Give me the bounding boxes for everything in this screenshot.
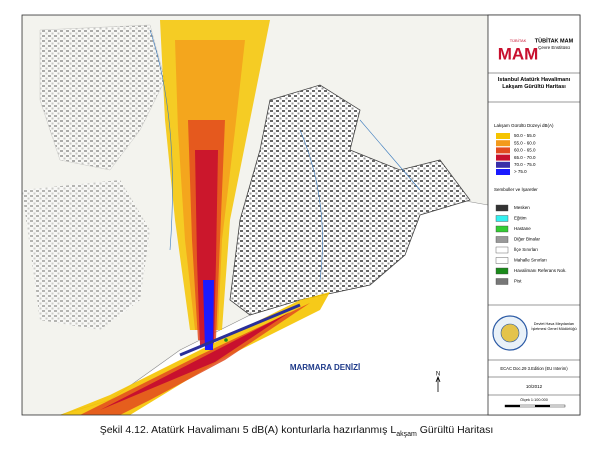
- symbol-swatch: [495, 215, 509, 222]
- map-figure: MARMARA DENİZİ N MAM TÜBİTAK TÜBİTAK MAM…: [21, 14, 581, 416]
- scale-bar: [535, 405, 550, 407]
- symbol-label: Mahalle Sınırları: [514, 258, 547, 263]
- noise-label: > 75.0: [514, 169, 527, 174]
- noise-label: 65.0 - 70.0: [514, 155, 536, 160]
- institute: Çevre Enstitüsü: [538, 45, 570, 50]
- symbol-swatch: [495, 278, 509, 285]
- symbol-swatch: [495, 225, 509, 233]
- map-title: İstanbul Atatürk Havalimanı Lakşam Gürül…: [497, 77, 571, 91]
- date: 10/2012: [526, 384, 543, 389]
- sea-label: MARMARA DENİZİ: [290, 363, 360, 372]
- caption-subscript: akşam: [396, 431, 417, 439]
- noise-label: 60.0 - 65.0: [514, 148, 536, 153]
- noise-label: 55.0 - 60.0: [514, 140, 536, 145]
- noise-legend-title: Lakşam Gürültü Düzeyi dB(A): [494, 123, 554, 128]
- symbol-label: Eğitim: [514, 216, 527, 221]
- side-panel: MAM TÜBİTAK TÜBİTAK MAM Çevre Enstitüsü …: [487, 14, 581, 416]
- north-arrow: N: [436, 372, 440, 378]
- symbol-label: Pist: [514, 279, 522, 284]
- symbol-swatch: [495, 204, 509, 212]
- symbol-swatch: [495, 267, 509, 275]
- method: ECAC Doc.29 3.Edition (EU Interim): [500, 366, 568, 371]
- logo: MAM: [498, 44, 539, 63]
- noise-swatch: [496, 169, 510, 175]
- noise-label: 70.0 - 75.0: [514, 162, 536, 167]
- symbol-swatch: [495, 246, 509, 254]
- noise-swatch: [496, 154, 510, 161]
- org: TÜBİTAK MAM: [535, 37, 574, 44]
- agency: Devlet Hava Meydanları İşletmesi Genel M…: [531, 322, 577, 331]
- noise-swatch: [496, 161, 510, 168]
- symbols-title: Semboller ve İşaretler: [494, 186, 538, 192]
- symbol-label: İlçe Sınırları: [514, 246, 538, 252]
- noise-label: 50.0 - 55.0: [514, 133, 536, 138]
- caption-text: Gürültü Haritası: [416, 424, 494, 436]
- noise-swatch: [496, 133, 510, 139]
- scale-bar: [505, 405, 520, 407]
- noise-swatch: [496, 147, 510, 154]
- noise-swatch: [496, 140, 510, 147]
- caption: Şekil 4.12. Atatürk Havalimanı 5 dB(A) k…: [0, 424, 593, 438]
- symbol-label: Diğer Binalar: [514, 237, 541, 242]
- logo-small: TÜBİTAK: [510, 38, 527, 43]
- symbol-swatch: [495, 236, 509, 243]
- symbol-label: Hastane: [514, 226, 531, 231]
- map-area: MARMARA DENİZİ N: [22, 15, 488, 415]
- symbol-label: Havalimanı Referans Nok.: [514, 268, 567, 273]
- caption-text: Şekil 4.12. Atatürk Havalimanı 5 dB(A) k…: [99, 424, 397, 436]
- scale-label: Ölçek 1:100.000: [520, 398, 548, 402]
- symbol-label: Mesken: [514, 205, 530, 210]
- symbol-swatch: [495, 257, 509, 264]
